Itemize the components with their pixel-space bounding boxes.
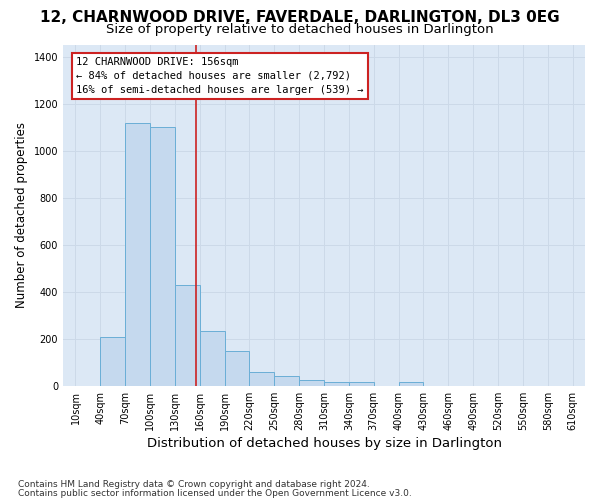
X-axis label: Distribution of detached houses by size in Darlington: Distribution of detached houses by size … bbox=[146, 437, 502, 450]
Bar bbox=[224, 351, 250, 386]
Text: Contains HM Land Registry data © Crown copyright and database right 2024.: Contains HM Land Registry data © Crown c… bbox=[18, 480, 370, 489]
Bar bbox=[398, 382, 424, 386]
Bar bbox=[349, 382, 374, 386]
Text: 12 CHARNWOOD DRIVE: 156sqm
← 84% of detached houses are smaller (2,792)
16% of s: 12 CHARNWOOD DRIVE: 156sqm ← 84% of deta… bbox=[76, 57, 364, 95]
Bar bbox=[125, 122, 150, 386]
Bar bbox=[175, 284, 200, 386]
Bar bbox=[299, 380, 324, 386]
Y-axis label: Number of detached properties: Number of detached properties bbox=[15, 122, 28, 308]
Bar bbox=[200, 330, 224, 386]
Bar bbox=[324, 382, 349, 386]
Text: Contains public sector information licensed under the Open Government Licence v3: Contains public sector information licen… bbox=[18, 488, 412, 498]
Bar bbox=[100, 337, 125, 386]
Text: 12, CHARNWOOD DRIVE, FAVERDALE, DARLINGTON, DL3 0EG: 12, CHARNWOOD DRIVE, FAVERDALE, DARLINGT… bbox=[40, 10, 560, 25]
Text: Size of property relative to detached houses in Darlington: Size of property relative to detached ho… bbox=[106, 22, 494, 36]
Bar bbox=[250, 372, 274, 386]
Bar bbox=[274, 376, 299, 386]
Bar bbox=[150, 128, 175, 386]
